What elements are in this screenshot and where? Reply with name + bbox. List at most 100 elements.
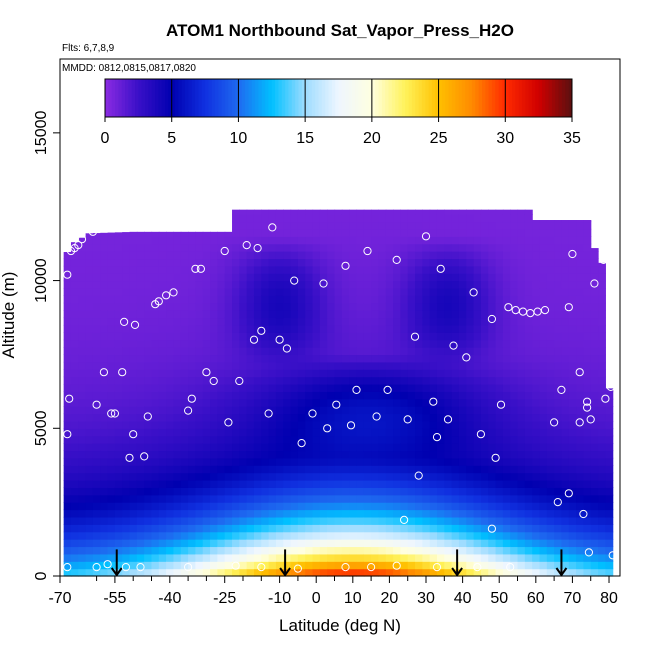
colorbar-swatch — [168, 79, 173, 117]
heatmap-cell — [224, 265, 233, 274]
heatmap-cell — [458, 413, 467, 422]
heatmap-cell — [92, 509, 101, 518]
heatmap-cell — [363, 280, 372, 289]
heatmap-cell — [400, 258, 409, 267]
heatmap-cell — [70, 465, 79, 474]
heatmap-cell — [451, 420, 460, 429]
heatmap-cell — [173, 376, 182, 385]
heatmap-cell — [319, 553, 328, 562]
heatmap-cell — [136, 347, 145, 356]
heatmap-cell — [253, 273, 262, 282]
heatmap-cell — [422, 376, 431, 385]
heatmap-cell — [334, 310, 343, 319]
heatmap-cell — [239, 302, 248, 311]
heatmap-cell — [349, 539, 358, 548]
heatmap-cell — [100, 232, 109, 237]
heatmap-cell — [85, 295, 94, 304]
colorbar-tick-label: 35 — [563, 130, 581, 147]
heatmap-cell — [85, 494, 94, 503]
heatmap-cell — [510, 251, 519, 260]
heatmap-cell — [393, 531, 401, 540]
heatmap-cell — [400, 280, 409, 289]
heatmap-cell — [312, 209, 321, 215]
heatmap-cell — [371, 516, 380, 525]
heatmap-cell — [261, 295, 270, 304]
heatmap-cell — [517, 420, 526, 429]
sample-point — [584, 548, 594, 557]
heatmap-cell — [63, 273, 72, 282]
heatmap-cell — [232, 443, 240, 452]
heatmap-cell — [151, 465, 160, 474]
heatmap-cell — [290, 347, 299, 356]
heatmap-cell — [598, 443, 606, 452]
heatmap-cell — [188, 443, 197, 452]
sample-point — [579, 509, 588, 519]
heatmap-cell — [341, 354, 350, 363]
colorbar-swatch — [231, 79, 236, 117]
heatmap-cell — [524, 435, 533, 444]
heatmap-cell — [356, 553, 365, 562]
heatmap-cell — [107, 273, 116, 282]
heatmap-cell — [444, 258, 453, 267]
heatmap-cell — [517, 369, 526, 378]
heatmap-cell — [524, 376, 533, 385]
heatmap-cell — [70, 332, 79, 341]
heatmap-cell — [583, 295, 592, 304]
heatmap-cell — [488, 347, 497, 356]
heatmap-cell — [385, 295, 394, 304]
heatmap-cell — [275, 457, 284, 466]
heatmap-cell — [561, 317, 570, 326]
heatmap-cell — [517, 265, 526, 274]
heatmap-cell — [378, 413, 387, 422]
y-axis-label: Altitude (m) — [0, 272, 18, 359]
heatmap-cell — [114, 457, 123, 466]
colorbar-swatch — [531, 79, 536, 117]
heatmap-cell — [202, 509, 211, 518]
heatmap-cell — [436, 531, 445, 540]
heatmap-cell — [517, 295, 526, 304]
heatmap-cell — [283, 221, 292, 230]
heatmap-cell — [327, 280, 336, 289]
heatmap-cell — [312, 406, 321, 415]
heatmap-cell — [114, 347, 123, 356]
heatmap-cell — [341, 450, 350, 459]
heatmap-cell — [524, 332, 533, 341]
heatmap-cell — [561, 479, 570, 488]
heatmap-cell — [407, 324, 416, 333]
sample-point — [363, 246, 372, 256]
colorbar-tick-label: 10 — [230, 130, 248, 147]
heatmap-cell — [349, 457, 358, 466]
heatmap-cell — [327, 435, 336, 444]
heatmap-cell — [488, 339, 497, 348]
heatmap-cell — [297, 502, 306, 511]
colorbar-swatch — [301, 79, 306, 117]
heatmap-cell — [63, 502, 72, 511]
heatmap-cell — [576, 487, 584, 496]
heatmap-cell — [246, 265, 255, 274]
heatmap-cell — [561, 273, 570, 282]
heatmap-cell — [576, 465, 584, 474]
heatmap-cell — [122, 354, 131, 363]
heatmap-cell — [517, 317, 526, 326]
heatmap-cell — [319, 420, 328, 429]
heatmap-cell — [363, 487, 372, 496]
heatmap-cell — [378, 435, 387, 444]
heatmap-cell — [85, 273, 94, 282]
heatmap-cell — [85, 516, 94, 525]
heatmap-cell — [319, 236, 328, 245]
heatmap-cell — [385, 435, 394, 444]
colorbar-swatch — [521, 79, 526, 117]
heatmap-cell — [195, 376, 204, 385]
heatmap-cell — [341, 295, 350, 304]
heatmap-cell — [554, 539, 563, 548]
heatmap-cell — [334, 494, 343, 503]
heatmap-cell — [605, 450, 614, 459]
heatmap-cell — [334, 228, 343, 237]
heatmap-cell — [202, 332, 211, 341]
heatmap-cell — [422, 280, 431, 289]
heatmap-cell — [436, 280, 445, 289]
heatmap-cell — [363, 354, 372, 363]
heatmap-cell — [393, 435, 401, 444]
heatmap-cell — [312, 214, 321, 223]
heatmap-cell — [100, 531, 109, 540]
